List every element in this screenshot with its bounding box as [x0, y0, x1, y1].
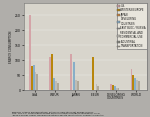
Bar — [36, 74, 38, 90]
Bar — [96, 84, 97, 90]
Bar — [35, 72, 36, 90]
Legend: U.S., WESTERN EUROPE, JAPAN, DEVELOPING
COUNTRIES, EAST BLOC / RUSSIA, RESIDENTI: U.S., WESTERN EUROPE, JAPAN, DEVELOPING … — [117, 3, 147, 49]
Bar — [134, 78, 136, 90]
Bar — [97, 86, 99, 90]
Bar — [75, 80, 77, 90]
Bar — [110, 84, 112, 90]
Bar — [53, 78, 55, 90]
Bar — [33, 65, 35, 90]
Bar — [116, 88, 118, 90]
Bar — [132, 75, 134, 90]
Bar — [57, 82, 59, 90]
Bar — [114, 86, 116, 90]
Bar — [131, 69, 132, 90]
Bar — [118, 88, 119, 90]
Bar — [29, 15, 31, 90]
Y-axis label: ENERGY CONSUMPTION: ENERGY CONSUMPTION — [9, 31, 13, 63]
Bar — [73, 62, 75, 90]
Bar — [51, 54, 53, 90]
Text: ENERGY HABITS among nations, but fossil fuels still meet energy produc-
tion. Th: ENERGY HABITS among nations, but fossil … — [12, 112, 104, 116]
Bar — [50, 57, 51, 90]
Bar — [136, 80, 138, 90]
Bar — [77, 81, 79, 90]
Bar — [112, 85, 114, 90]
Bar — [138, 81, 140, 90]
Bar — [55, 81, 57, 90]
Bar — [92, 57, 94, 90]
Bar — [31, 66, 33, 90]
Bar — [70, 54, 72, 90]
